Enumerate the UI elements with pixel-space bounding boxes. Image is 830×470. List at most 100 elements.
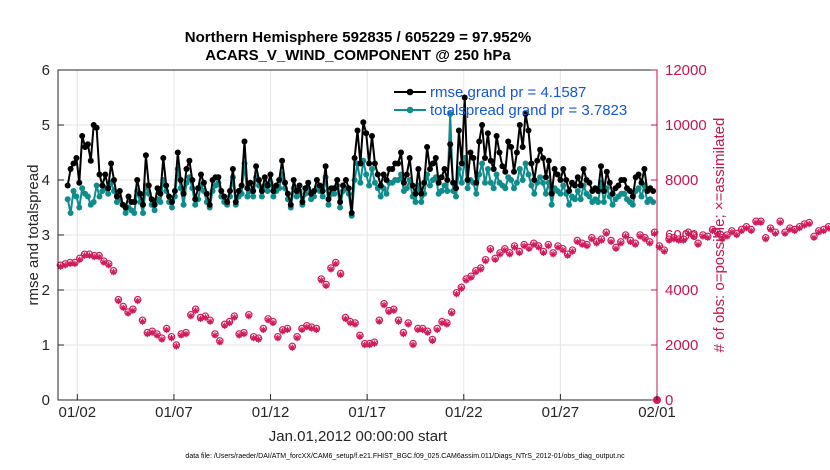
totalspread-point <box>511 185 517 192</box>
rmse-point <box>180 190 187 197</box>
totalspread-point <box>493 171 500 178</box>
totalspread-point <box>525 171 532 178</box>
y-tick-label: 4 <box>42 172 50 189</box>
rmse-point <box>577 182 584 189</box>
rmse-point <box>247 179 254 186</box>
rmse-point <box>186 157 193 164</box>
rmse-point <box>548 190 555 197</box>
rmse-point <box>435 179 442 186</box>
totalspread-point <box>519 177 526 183</box>
rmse-point <box>626 188 633 194</box>
obs-assimilated-marker <box>636 233 644 240</box>
rmse-point <box>389 166 396 172</box>
rmse-point <box>215 174 222 181</box>
rmse-point <box>545 157 552 164</box>
rmse-point <box>444 177 451 183</box>
rmse-point <box>273 182 280 189</box>
obs-assimilated-marker <box>704 234 711 241</box>
rmse-point <box>142 152 149 159</box>
obs-assimilated-marker <box>144 330 151 338</box>
totalspread-point <box>395 177 402 183</box>
totalspread-point <box>412 199 419 205</box>
totalspread-point <box>377 193 384 200</box>
rmse-point <box>403 171 410 178</box>
obs-assimilated-marker <box>197 315 204 323</box>
obs-assimilated-marker <box>757 219 765 226</box>
obs-assimilated-marker <box>520 242 528 250</box>
obs-assimilated-marker <box>593 240 600 247</box>
rmse-point <box>102 171 109 178</box>
y-axis-label-right: # of obs: o=possible; ×=assimilated <box>711 118 728 353</box>
totalspread-point <box>244 193 251 200</box>
rmse-point <box>490 166 497 172</box>
obs-assimilated-marker <box>820 227 827 235</box>
y-right-tick-label: 8000 <box>665 172 698 189</box>
totalspread-point <box>371 179 378 186</box>
rmse-point <box>302 185 309 192</box>
rmse-point <box>635 171 642 178</box>
totalspread-point <box>516 166 523 172</box>
rmse-point <box>99 182 106 189</box>
obs-assimilated-marker <box>723 233 731 240</box>
rmse-point <box>531 177 538 183</box>
obs-assimilated-marker <box>255 336 262 343</box>
y-right-tick-label: 10000 <box>665 117 707 134</box>
obs-assimilated-marker <box>699 233 707 240</box>
rmse-point <box>299 199 306 205</box>
rmse-point <box>116 188 123 194</box>
rmse-point <box>482 155 488 161</box>
obs-assimilated-marker <box>545 242 552 250</box>
rmse-point <box>345 185 352 192</box>
totalspread-point <box>458 179 465 186</box>
legend-rmse-marker <box>406 88 414 96</box>
rmse-point <box>206 201 213 208</box>
obs-assimilated-marker <box>279 328 286 335</box>
obs-assimilated-marker <box>245 312 253 320</box>
obs-assimilated-marker <box>120 304 127 312</box>
rmse-point <box>148 196 155 203</box>
rmse-point <box>258 188 265 194</box>
obs-assimilated-marker <box>772 230 779 237</box>
rmse-point <box>400 179 407 186</box>
rmse-point <box>238 182 245 189</box>
totalspread-point <box>531 190 538 197</box>
obs-assimilated-marker <box>356 333 364 340</box>
totalspread-point <box>513 179 520 186</box>
rmse-point <box>484 130 491 137</box>
obs-assimilated-marker <box>71 260 79 268</box>
obs-assimilated-marker <box>269 319 277 327</box>
rmse-point <box>316 182 323 189</box>
rmse-point <box>241 138 248 145</box>
rmse-point <box>464 177 471 183</box>
obs-assimilated-marker <box>569 248 576 255</box>
rmse-point <box>311 188 317 194</box>
rmse-point <box>284 190 291 197</box>
rmse-point <box>131 199 138 205</box>
totalspread-point <box>595 199 602 205</box>
rmse-point <box>479 122 486 128</box>
rmse-point <box>229 166 236 172</box>
rmse-point <box>93 124 100 131</box>
obs-assimilated-marker <box>719 235 726 243</box>
obs-assimilated-marker <box>231 314 238 321</box>
rmse-point <box>598 163 604 170</box>
rmse-point <box>340 182 346 189</box>
obs-assimilated-marker <box>554 244 562 251</box>
rmse-point <box>227 188 233 194</box>
rmse-point <box>157 190 164 197</box>
rmse-point <box>600 188 607 194</box>
rmse-point <box>629 193 636 200</box>
rmse-point <box>200 179 207 186</box>
rmse-point <box>383 177 390 183</box>
obs-assimilated-marker <box>670 235 678 243</box>
obs-assimilated-marker <box>303 323 310 331</box>
obs-assimilated-marker <box>192 307 199 314</box>
obs-assimilated-marker <box>419 326 426 334</box>
obs-assimilated-marker <box>815 229 823 236</box>
rmse-point <box>606 179 613 186</box>
legend-spread-marker <box>406 106 414 114</box>
totalspread-point <box>635 185 642 192</box>
rmse-point <box>322 163 329 170</box>
rmse-point <box>427 166 433 172</box>
obs-assimilated-marker <box>105 262 112 269</box>
